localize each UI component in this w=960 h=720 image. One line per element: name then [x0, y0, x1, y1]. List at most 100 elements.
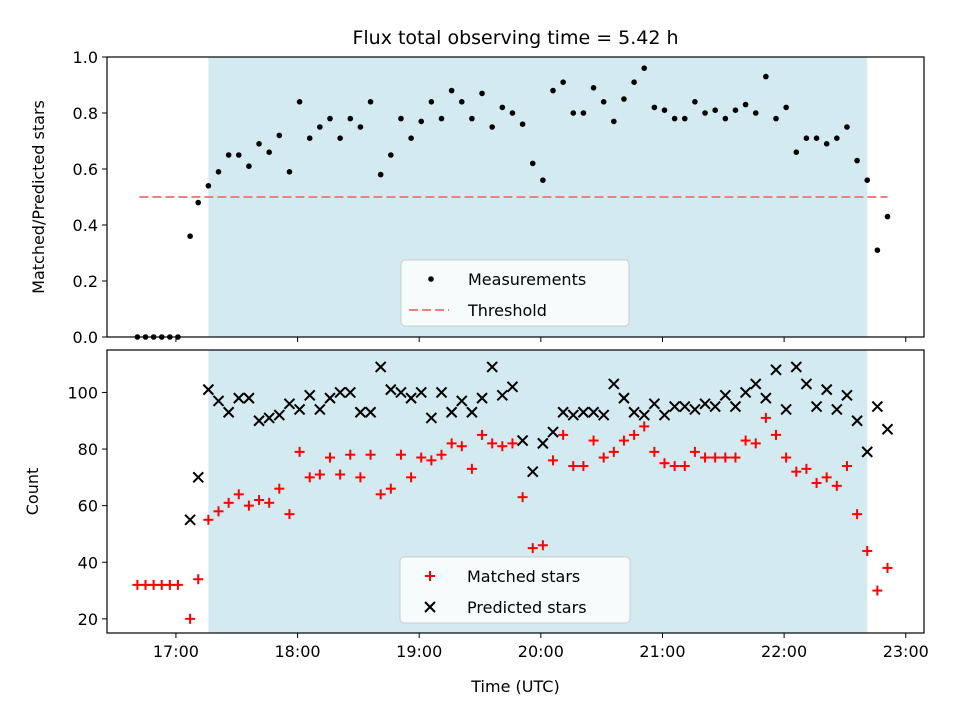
predicted-stars-point	[253, 415, 265, 427]
measurement-point	[742, 101, 749, 108]
predicted-stars-point	[841, 389, 853, 401]
predicted-stars-point	[810, 400, 823, 413]
matched-stars-point	[456, 441, 467, 452]
matched-stars-point	[689, 446, 700, 457]
x-stroke-b	[618, 392, 630, 404]
predicted-stars-point	[263, 412, 275, 424]
predicted-stars-point	[638, 409, 650, 421]
predicted-stars-point	[476, 392, 488, 404]
measurement-point	[509, 110, 516, 116]
predicted-stars-point	[760, 392, 772, 404]
measurement-point	[195, 199, 202, 206]
y-tick-label: 0.6	[73, 160, 98, 179]
matched-stars-point	[841, 461, 852, 472]
predicted-stars-point	[466, 406, 478, 418]
matched-stars-point	[700, 452, 711, 463]
matched-stars-point	[213, 506, 224, 517]
matched-stars-point	[852, 509, 863, 520]
x-stroke-b	[881, 423, 894, 435]
plot-frame	[106, 349, 925, 634]
legend-label: Matched stars	[467, 567, 580, 586]
x-stroke-b	[567, 409, 579, 421]
measurement-point	[671, 115, 678, 122]
x-stroke-b	[719, 389, 732, 401]
predicted-stars-point	[628, 406, 640, 418]
y-tick-label: 40	[78, 553, 98, 572]
predicted-stars-point	[233, 392, 245, 404]
legend-box	[399, 556, 631, 624]
x-stroke-b	[293, 403, 306, 416]
matched-stars-point	[801, 463, 812, 474]
measurement-point	[317, 124, 323, 130]
matched-stars-point	[385, 483, 396, 494]
predicted-stars-point	[547, 426, 559, 438]
matched-stars-point	[314, 469, 325, 480]
predicted-stars-point	[354, 406, 367, 418]
measurement-point	[712, 107, 718, 113]
predicted-stars-point	[364, 406, 377, 418]
predicted-stars-point	[597, 409, 610, 421]
matched-stars-point	[345, 449, 356, 460]
measurement-point	[327, 115, 333, 122]
x-tick-label: 20:00	[518, 642, 564, 661]
predicted-stars-point	[689, 403, 701, 416]
predicted-stars-point	[851, 415, 863, 427]
measurement-point	[357, 124, 364, 130]
predicted-stars-point	[385, 383, 397, 396]
measurement-point	[641, 65, 648, 71]
measurement-point	[256, 141, 262, 147]
matched-stars-point	[406, 472, 417, 483]
x-stroke-b	[476, 392, 488, 404]
x-stroke-b	[445, 406, 458, 418]
matched-stars-point	[426, 455, 437, 466]
matched-stars-point	[669, 461, 680, 472]
matched-stars-point	[274, 483, 285, 494]
measurement-point	[296, 99, 303, 105]
predicted-stars-point	[780, 403, 792, 416]
matched-stars-point	[781, 452, 792, 463]
matched-stars-point	[185, 613, 196, 624]
x-stroke-b	[506, 381, 519, 393]
measurement-point	[793, 149, 800, 155]
measurement-point	[499, 104, 506, 111]
x-axis-label: Time (UTC)	[470, 677, 559, 696]
x-stroke-b	[314, 403, 326, 416]
measurement-point	[834, 135, 840, 141]
legend-plus-marker	[425, 571, 435, 581]
measurement-point	[519, 121, 526, 127]
measurement-point	[529, 160, 536, 167]
predicted-stars-point	[608, 378, 620, 390]
matched-stars-point	[446, 438, 457, 449]
predicted-stars-point	[304, 389, 316, 401]
x-stroke-b	[283, 398, 296, 410]
x-stroke-b	[374, 361, 387, 373]
legend: Measurements Threshold	[400, 259, 630, 327]
x-stroke-b	[587, 406, 600, 418]
measurement-point	[763, 73, 769, 80]
y-tick-label: 80	[78, 440, 98, 459]
x-tick-label: 21:00	[639, 642, 685, 661]
measurement-point	[205, 183, 212, 189]
matched-stars-point	[568, 461, 579, 472]
matched-stars-point	[497, 441, 508, 452]
matched-stars-point	[740, 435, 751, 446]
legend-label: Predicted stars	[467, 598, 587, 617]
x-stroke-b	[750, 378, 762, 390]
predicted-stars-point	[395, 386, 407, 399]
predicted-stars-point	[658, 409, 671, 421]
measurement-point	[560, 79, 566, 85]
matched-stars-point	[791, 466, 802, 477]
measurement-point	[235, 152, 242, 158]
predicted-stars-point	[273, 409, 286, 421]
predicted-stars-point	[770, 364, 782, 376]
x-stroke-b	[648, 398, 661, 410]
y-tick-label: 0.4	[73, 216, 98, 235]
measurement-point	[337, 135, 343, 141]
x-stroke-b	[395, 386, 407, 399]
matched-stars-point	[659, 458, 670, 469]
predicted-stars-point	[831, 403, 843, 416]
x-stroke-b	[871, 400, 884, 413]
predicted-stars-point	[679, 400, 691, 413]
measurement-point	[621, 96, 627, 102]
